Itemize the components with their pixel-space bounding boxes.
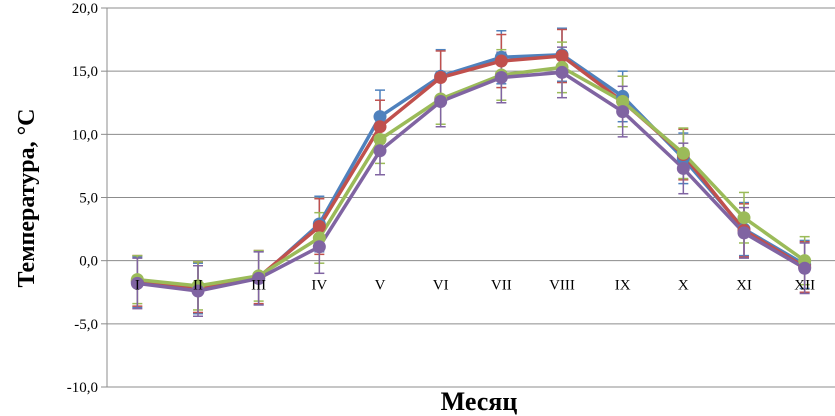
data-point-series-4 [676,161,690,175]
y-tick-label: -5,0 [74,317,98,333]
x-axis-title: Месяц [441,387,518,416]
x-tick-label: XII [794,278,815,294]
x-tick-label: VI [433,278,449,294]
y-tick-label: 5,0 [79,191,98,207]
y-tick-label: 10,0 [72,127,98,143]
x-tick-label: X [678,278,689,294]
data-point-series-4 [798,261,812,275]
series-lines [130,48,812,298]
x-tick-label: XI [736,278,752,294]
x-tick-label: II [193,278,203,294]
y-tick-label: 0,0 [79,254,98,270]
y-tick-label: 20,0 [72,1,98,17]
data-point-series-1 [373,110,387,124]
data-point-series-4 [373,144,387,158]
x-tick-label: IX [615,278,631,294]
gridlines [101,7,835,388]
data-point-series-3 [676,146,690,160]
data-point-series-4 [616,105,630,119]
data-point-series-3 [373,132,387,146]
data-point-series-4 [555,65,569,79]
data-point-series-4 [191,284,205,298]
data-point-series-4 [434,94,448,108]
y-axis-title: Температура, °C [14,108,40,287]
data-point-series-2 [494,54,508,68]
data-point-series-4 [737,226,751,240]
data-point-series-4 [252,271,266,285]
series-line-4 [137,70,806,293]
data-point-series-2 [555,49,569,63]
data-point-series-2 [373,120,387,134]
data-point-series-2 [312,220,326,234]
x-tick-label: VIII [549,278,575,294]
y-tick-label: 15,0 [72,64,98,80]
x-tick-label: IV [311,278,327,294]
data-point-series-4 [312,240,326,254]
x-tick-labels: I II III IV V VI VII VIII IX X XI XII [135,278,815,294]
x-tick-label: I [135,278,140,294]
data-point-series-2 [434,70,448,84]
data-point-series-4 [130,276,144,290]
data-point-series-3 [616,94,630,108]
y-tick-label: -10,0 [67,380,98,396]
y-tick-labels: -10,0 -5,0 0,0 5,0 10,0 15,0 20,0 [67,1,98,396]
data-point-series-4 [494,70,508,84]
series-line-3 [137,65,806,288]
x-tick-label: V [375,278,386,294]
data-point-series-3 [737,211,751,225]
x-tick-label: VII [491,278,512,294]
x-tick-label: III [251,278,266,294]
